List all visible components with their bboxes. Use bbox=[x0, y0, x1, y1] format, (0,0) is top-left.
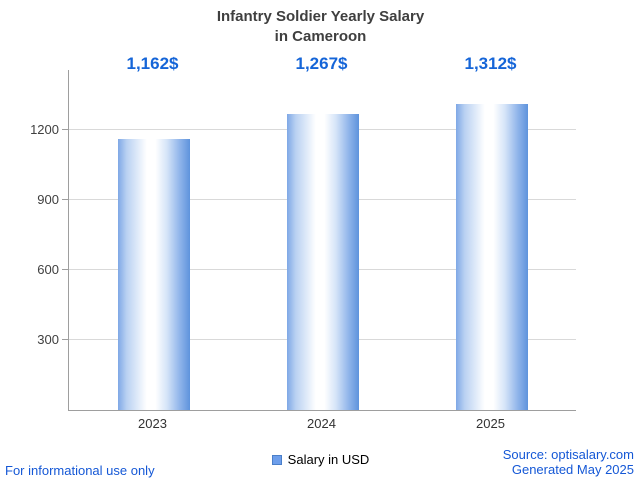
x-label-2023: 2023 bbox=[138, 416, 167, 431]
y-tick-label-900: 900 bbox=[37, 191, 59, 207]
bar-2025[interactable] bbox=[455, 103, 528, 410]
chart-legend: Salary in USD bbox=[0, 452, 641, 467]
disclaimer-text: For informational use only bbox=[5, 463, 155, 478]
bar-2024[interactable] bbox=[286, 114, 359, 410]
value-label-2023: 1,162$ bbox=[126, 54, 179, 73]
x-label-2025: 2025 bbox=[476, 416, 505, 431]
y-tick-mark-1200 bbox=[62, 128, 69, 130]
y-tick-mark-300 bbox=[62, 339, 69, 340]
x-axis-labels: 2023 2024 2025 bbox=[68, 416, 575, 431]
legend-swatch-icon bbox=[271, 454, 282, 465]
y-tick-label-300: 300 bbox=[37, 332, 59, 347]
bar-value-labels: 1,162$ 1,267$ 1,312$ bbox=[68, 54, 575, 74]
source-link[interactable]: Source: optisalary.com bbox=[502, 446, 634, 462]
y-tick-mark-600 bbox=[62, 269, 69, 270]
bar-column-2023 bbox=[69, 70, 238, 410]
source-block: Source: optisalary.com Generated May 202… bbox=[503, 447, 634, 478]
bar-column-2025 bbox=[407, 70, 576, 410]
value-label-2024: 1,267$ bbox=[295, 54, 348, 73]
x-label-2024: 2024 bbox=[307, 416, 336, 431]
bars-container bbox=[69, 70, 576, 410]
legend-label: Salary in USD bbox=[287, 452, 370, 467]
value-label-2025: 1,312$ bbox=[464, 54, 517, 73]
chart-title-line2: in Cameroon bbox=[274, 27, 367, 45]
chart-title-line1: Infantry Soldier Yearly Salary bbox=[216, 8, 425, 25]
chart-title: Infantry Soldier Yearly Salary in Camero… bbox=[0, 7, 641, 46]
y-tick-label-1200: 1200 bbox=[30, 121, 59, 137]
y-tick-mark-900 bbox=[62, 198, 69, 200]
bar-column-2024 bbox=[238, 70, 407, 410]
y-tick-label-600: 600 bbox=[37, 262, 59, 277]
plot-area: 300 600 900 1200 bbox=[30, 70, 576, 411]
generated-date: Generated May 2025 bbox=[511, 462, 634, 478]
bar-2023[interactable] bbox=[117, 138, 190, 410]
